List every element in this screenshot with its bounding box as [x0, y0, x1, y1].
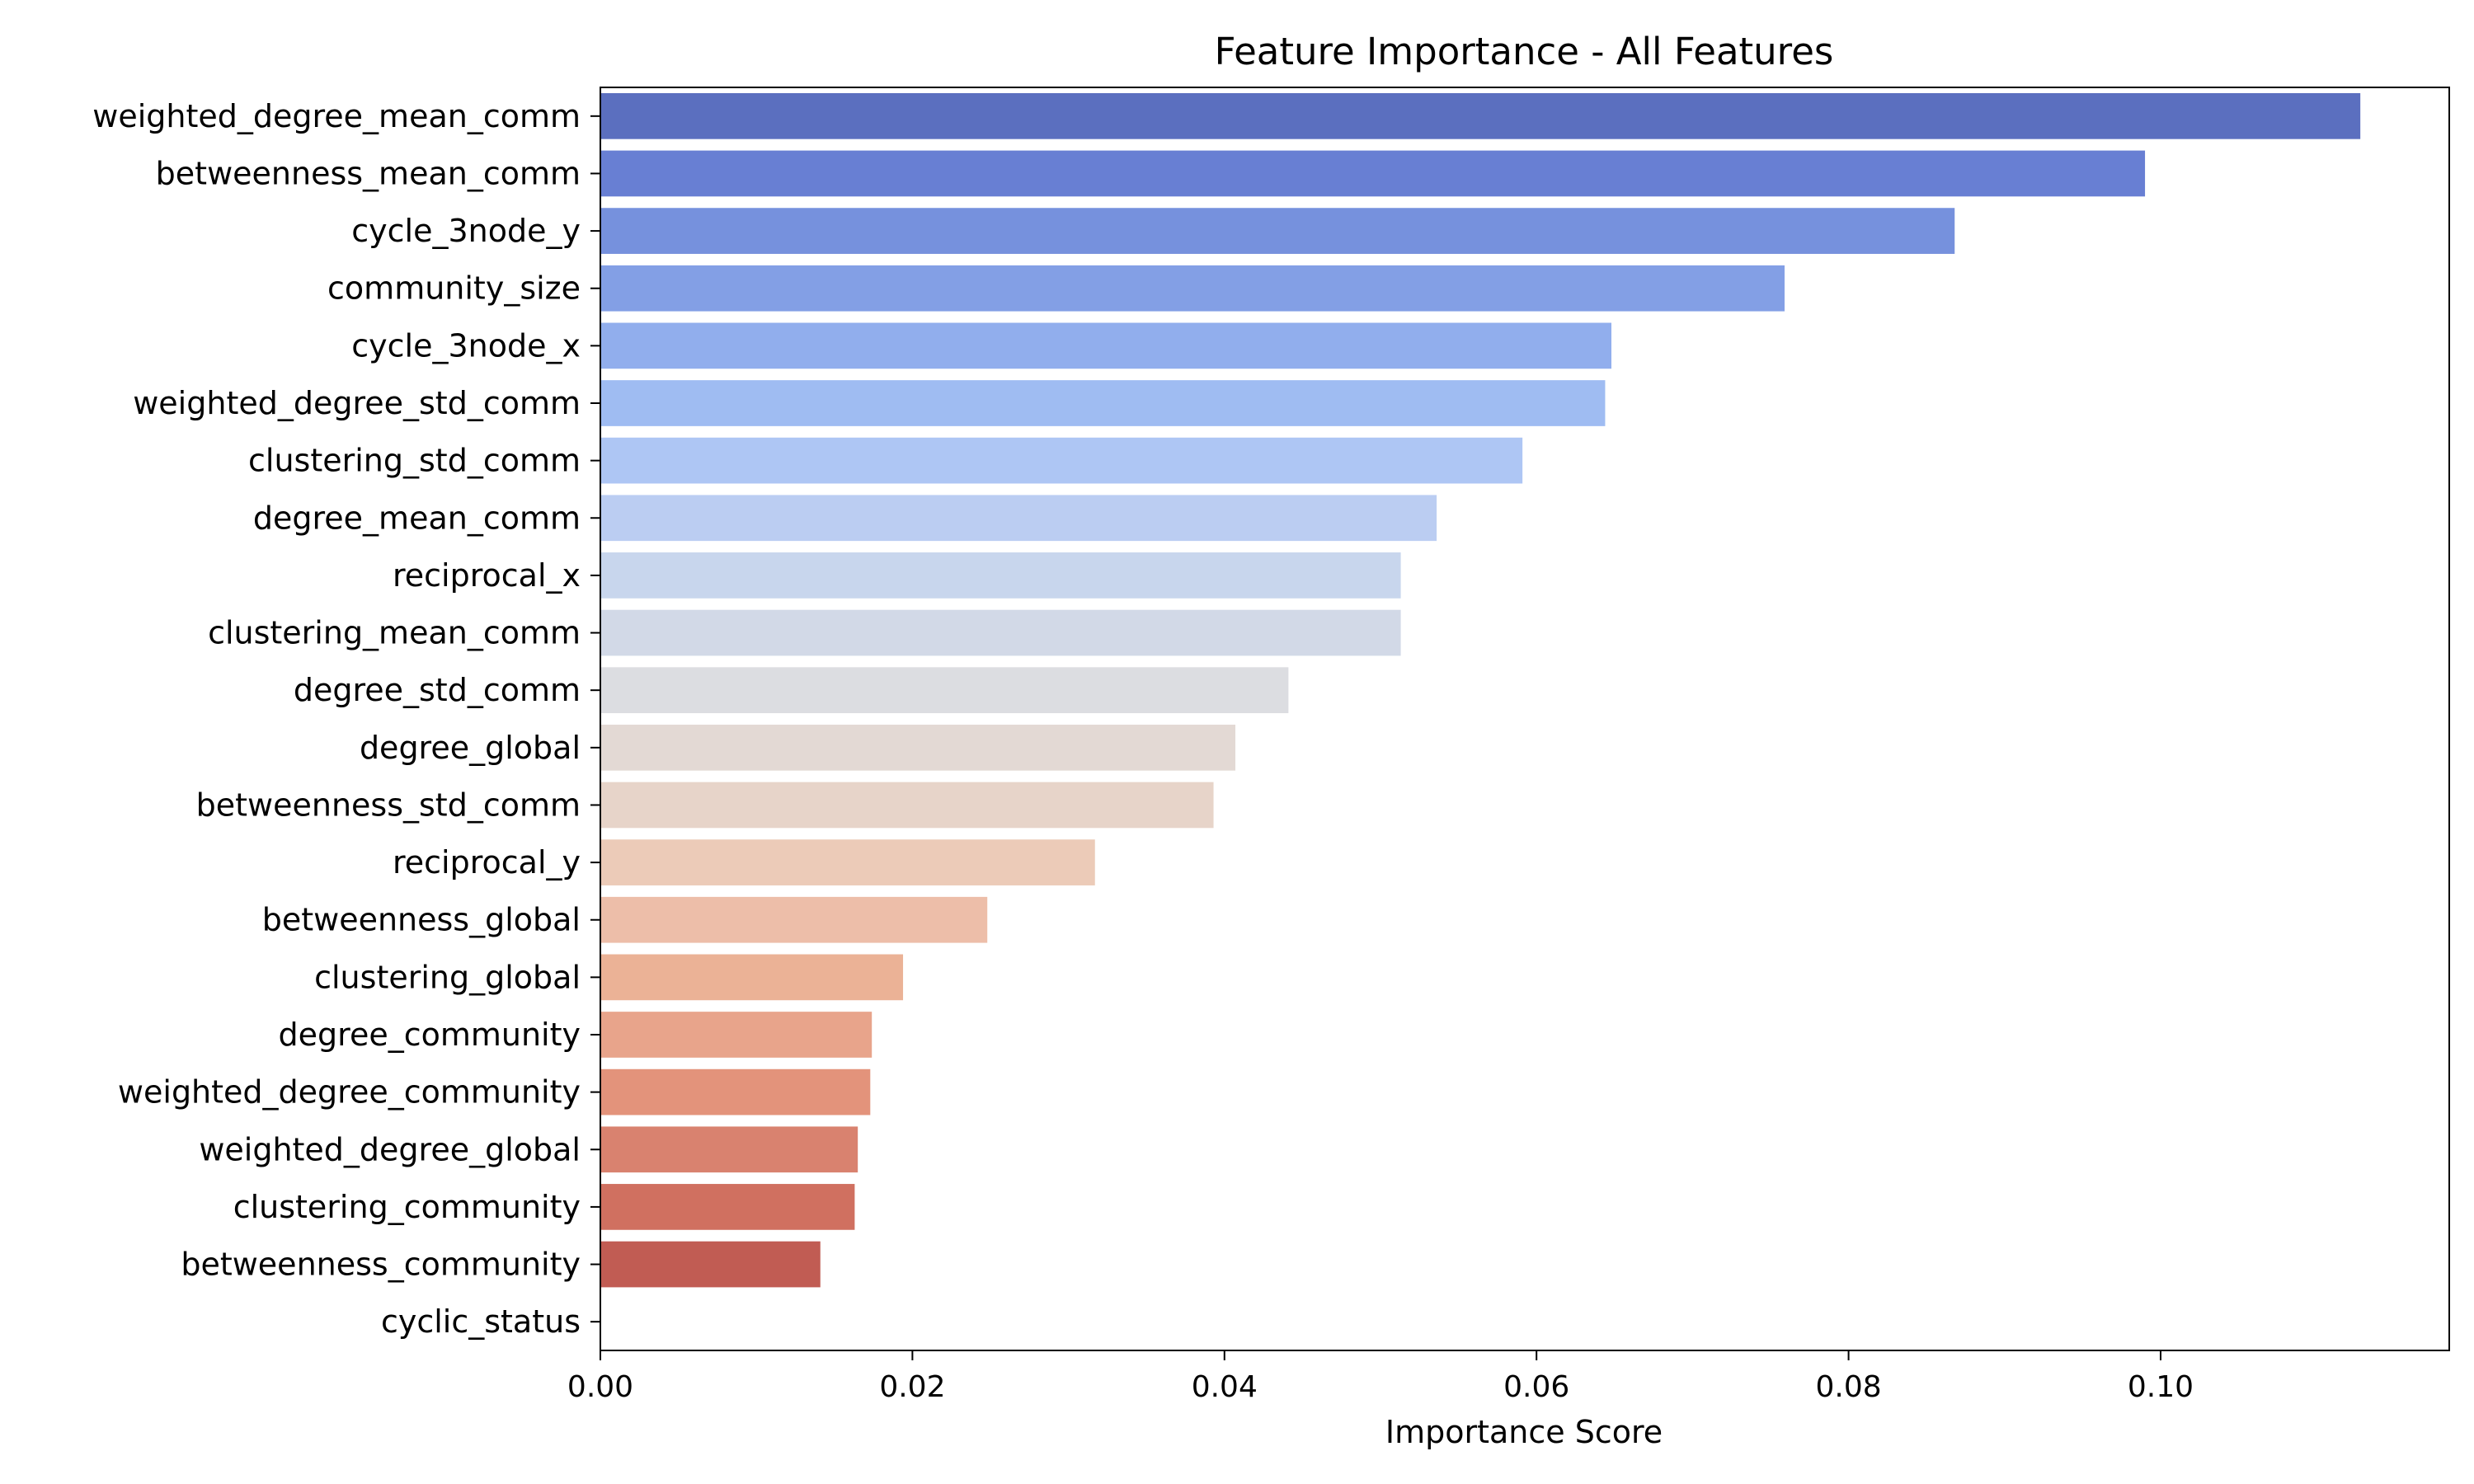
- y-tick-label: betweenness_mean_comm: [156, 155, 581, 191]
- bar-weighted_degree_community: [600, 1068, 871, 1115]
- y-tick-label: clustering_std_comm: [248, 443, 581, 479]
- y-tick-label: community_size: [327, 270, 581, 307]
- x-tick-label: 0.06: [1503, 1370, 1569, 1404]
- x-tick-label: 0.10: [2128, 1370, 2194, 1404]
- bar-weighted_degree_mean_comm: [600, 92, 2361, 139]
- y-tick-label: clustering_community: [233, 1189, 581, 1225]
- bar-degree_mean_comm: [600, 495, 1437, 542]
- bar-clustering_mean_comm: [600, 609, 1401, 656]
- y-tick-label: reciprocal_y: [393, 844, 581, 881]
- y-tick-label: degree_mean_comm: [253, 500, 581, 536]
- bar-betweenness_community: [600, 1241, 821, 1288]
- chart-title: Feature Importance - All Features: [1215, 30, 1834, 73]
- y-tick-label: cycle_3node_y: [351, 213, 581, 249]
- plot-area-frame: [600, 87, 2450, 1351]
- y-tick-label: reciprocal_x: [393, 557, 581, 594]
- y-tick-label: weighted_degree_community: [118, 1074, 581, 1111]
- bar-betweenness_global: [600, 896, 988, 943]
- y-tick-label: weighted_degree_mean_comm: [92, 98, 581, 134]
- x-tick-label: 0.08: [1816, 1370, 1882, 1404]
- bars-group: [600, 92, 2361, 1288]
- bar-weighted_degree_std_comm: [600, 380, 1606, 426]
- x-tick-label: 0.02: [879, 1370, 945, 1404]
- bar-weighted_degree_global: [600, 1126, 858, 1173]
- y-tick-label: weighted_degree_std_comm: [133, 385, 581, 421]
- x-ticks: 0.00 0.02 0.04 0.06 0.08 0.10: [567, 1350, 2194, 1404]
- bar-cycle_3node_x: [600, 322, 1612, 369]
- bar-cycle_3node_y: [600, 208, 1955, 254]
- bar-clustering_std_comm: [600, 437, 1523, 484]
- y-tick-label: weighted_degree_global: [199, 1131, 581, 1167]
- y-tick-label: betweenness_std_comm: [196, 787, 581, 823]
- y-tick-label: cycle_3node_x: [351, 327, 581, 364]
- x-tick-label: 0.04: [1192, 1370, 1258, 1404]
- bar-betweenness_std_comm: [600, 782, 1214, 829]
- y-tick-label: betweenness_community: [181, 1247, 581, 1283]
- bar-reciprocal_x: [600, 552, 1401, 599]
- bar-degree_community: [600, 1012, 872, 1058]
- x-tick-label: 0.00: [567, 1370, 633, 1404]
- bar-reciprocal_y: [600, 839, 1095, 885]
- y-tick-label: betweenness_global: [262, 902, 581, 938]
- y-tick-label: clustering_mean_comm: [208, 615, 581, 651]
- y-tick-label: degree_community: [279, 1017, 581, 1053]
- y-tick-label: clustering_global: [314, 959, 581, 995]
- y-tick-label: cyclic_status: [381, 1303, 581, 1340]
- x-axis-label: Importance Score: [1385, 1414, 1663, 1450]
- bar-clustering_global: [600, 954, 904, 1001]
- bar-degree_global: [600, 724, 1236, 771]
- y-tick-label: degree_std_comm: [294, 672, 581, 708]
- bar-degree_std_comm: [600, 667, 1289, 714]
- bar-community_size: [600, 265, 1785, 312]
- bar-betweenness_mean_comm: [600, 150, 2146, 197]
- y-tick-label: degree_global: [360, 730, 581, 766]
- y-tick-labels: weighted_degree_mean_comm betweenness_mea…: [92, 98, 600, 1340]
- bar-clustering_community: [600, 1184, 855, 1230]
